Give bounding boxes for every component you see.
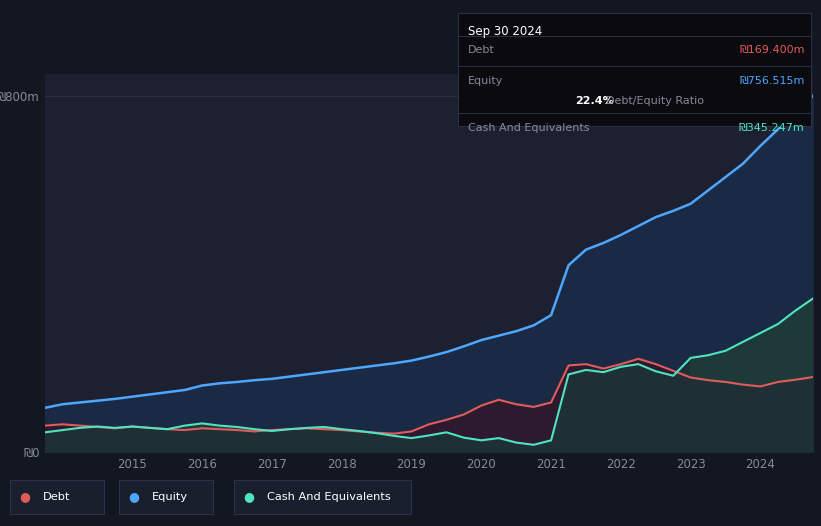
Text: Cash And Equivalents: Cash And Equivalents [468,123,589,133]
Text: ●: ● [19,491,30,503]
Text: ●: ● [128,491,140,503]
Text: Equity: Equity [468,76,503,86]
Text: Debt/Equity Ratio: Debt/Equity Ratio [606,96,704,106]
Text: 22.4%: 22.4% [575,96,613,106]
Text: ₪169.400m: ₪169.400m [739,45,805,55]
Text: ₪345.247m: ₪345.247m [739,123,805,133]
Text: Cash And Equivalents: Cash And Equivalents [267,492,391,502]
Text: Debt: Debt [468,45,495,55]
Text: Sep 30 2024: Sep 30 2024 [468,25,542,38]
Text: Equity: Equity [152,492,188,502]
Text: Debt: Debt [43,492,70,502]
Text: ₪756.515m: ₪756.515m [739,76,805,86]
Text: ●: ● [243,491,255,503]
